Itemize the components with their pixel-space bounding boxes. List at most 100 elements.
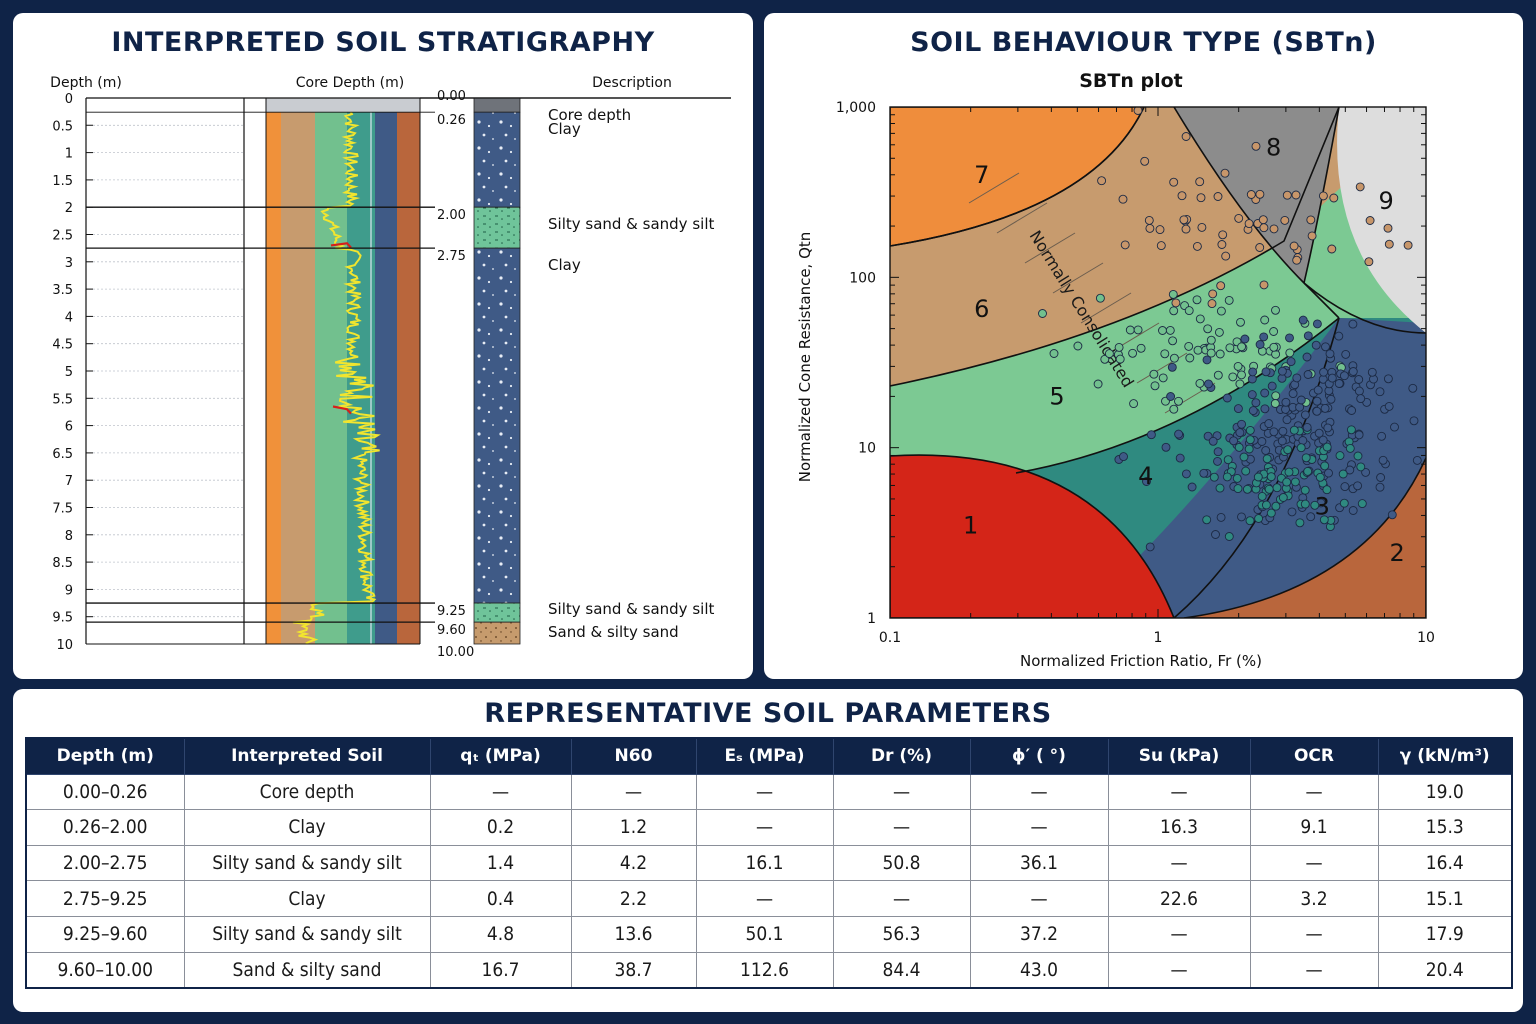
data-point	[1412, 455, 1422, 465]
data-point	[1302, 422, 1312, 432]
data-point	[1312, 406, 1322, 416]
col-header-qt: qₜ (MPa)	[429, 737, 572, 775]
data-point	[1167, 362, 1177, 372]
data-point	[1264, 484, 1274, 494]
data-point	[1302, 352, 1312, 362]
data-point	[1298, 436, 1308, 445]
data-point	[1335, 451, 1345, 461]
sbt-panel: SOIL BEHAVIOUR TYPE (SBTn) SBTn plot Nor…	[764, 13, 1523, 679]
data-point	[1354, 375, 1364, 384]
table-cell: 22.6	[1107, 880, 1251, 918]
data-point	[1324, 468, 1333, 478]
stratigraphy-title: INTERPRETED SOIL STRATIGRAPHY	[111, 27, 655, 58]
data-point	[1292, 255, 1302, 265]
data-point	[1142, 477, 1151, 486]
description-header: Description	[592, 75, 672, 91]
data-point	[1348, 367, 1358, 376]
data-point	[1253, 472, 1263, 482]
data-point	[1281, 397, 1291, 407]
data-point	[1140, 156, 1150, 166]
data-point	[1184, 306, 1194, 316]
col-header-dr: Dr (%)	[832, 737, 971, 775]
depth-tick-label: 6.5	[52, 447, 73, 462]
depth-tick-label: 1.5	[52, 174, 73, 189]
data-point	[1155, 225, 1165, 235]
data-point	[1322, 485, 1332, 495]
data-point	[1264, 419, 1274, 429]
data-point	[1245, 516, 1255, 526]
data-point	[1286, 357, 1296, 367]
data-point	[1224, 532, 1234, 541]
data-point	[1375, 387, 1385, 397]
data-point	[1237, 342, 1247, 352]
data-point	[1319, 515, 1329, 525]
data-point	[1357, 499, 1367, 509]
data-point	[1235, 379, 1245, 389]
data-point	[1285, 333, 1294, 343]
data-point	[1128, 348, 1138, 358]
table-cell: —	[1107, 844, 1251, 882]
data-point	[1307, 231, 1317, 241]
data-point	[1348, 319, 1358, 329]
data-point	[1215, 349, 1225, 359]
data-point	[1156, 241, 1166, 251]
data-point	[1244, 444, 1254, 454]
data-point	[1280, 215, 1290, 225]
zone-label-1: 1	[963, 511, 978, 539]
table-cell: 16.3	[1107, 809, 1251, 846]
zone-boundary	[1015, 317, 1340, 474]
data-point	[1321, 342, 1330, 352]
data-point	[1038, 309, 1047, 318]
data-point	[1203, 324, 1213, 334]
parameters-title: REPRESENTATIVE SOIL PARAMETERS	[484, 698, 1052, 729]
data-point	[1213, 456, 1222, 466]
data-point	[1327, 244, 1337, 254]
core-depth-label: 0.00	[437, 89, 466, 104]
layer-description: Sand & silty sand	[548, 623, 679, 641]
table-cell: —	[429, 773, 572, 811]
data-point	[1261, 367, 1271, 377]
data-point	[1247, 390, 1257, 400]
table-cell: 9.60–10.00	[25, 951, 185, 989]
data-point	[1341, 349, 1351, 359]
data-point	[1266, 472, 1276, 482]
data-point	[1300, 499, 1310, 509]
data-point	[1174, 396, 1183, 406]
data-point	[1306, 512, 1316, 522]
data-point	[1277, 366, 1287, 376]
data-point	[1220, 168, 1230, 178]
parameters-table: Depth (m) Interpreted Soil qₜ (MPa) N60 …	[25, 737, 1513, 989]
data-point	[1296, 395, 1306, 405]
table-cell: —	[1107, 951, 1251, 989]
depth-tick-label: 9	[65, 583, 73, 598]
core-depth-label: 2.00	[437, 208, 466, 223]
data-point	[1271, 501, 1281, 511]
layer-description: Core depth	[548, 106, 631, 124]
data-point	[1306, 215, 1316, 225]
data-point	[1239, 452, 1249, 462]
data-point	[1282, 477, 1292, 487]
table-cell: 43.0	[969, 951, 1109, 989]
depth-tick-label: 10	[56, 638, 73, 653]
x-tick-label: 0.1	[879, 630, 901, 646]
data-point	[1224, 295, 1234, 305]
data-point	[1195, 177, 1205, 187]
table-cell: 4.2	[570, 844, 697, 882]
nc-hatch-line	[968, 172, 1020, 204]
depth-tick-label: 1	[65, 147, 73, 162]
data-point	[1278, 493, 1288, 502]
data-point	[1298, 315, 1308, 325]
lithology-block	[473, 206, 521, 249]
data-point	[1365, 216, 1375, 225]
data-point	[1217, 240, 1227, 249]
table-cell: 56.3	[832, 916, 971, 953]
zone-label-9: 9	[1378, 187, 1393, 215]
depth-tick-label: 2	[65, 201, 73, 216]
depth-tick-label: 9.5	[52, 611, 73, 626]
depth-tick-label: 8.5	[52, 556, 73, 571]
data-point	[1291, 190, 1301, 200]
data-point	[1195, 378, 1205, 388]
data-point	[1208, 289, 1218, 299]
zone-label-5: 5	[1049, 382, 1064, 410]
nc-hatch-line	[1024, 232, 1076, 264]
